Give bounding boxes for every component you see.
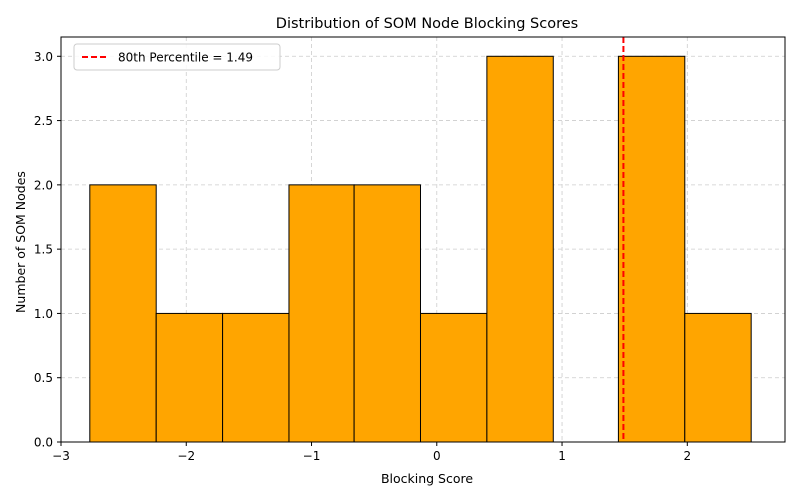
y-tick-label: 1.0 bbox=[34, 307, 53, 321]
x-tick-label: 2 bbox=[683, 449, 691, 463]
x-axis-ticks: −3 −2 −1 0 1 2 bbox=[52, 442, 691, 463]
y-axis-label: Number of SOM Nodes bbox=[13, 171, 28, 313]
y-tick-label: 2.5 bbox=[34, 114, 53, 128]
histogram-bar-4 bbox=[288, 184, 355, 443]
chart-title: Distribution of SOM Node Blocking Scores bbox=[276, 16, 578, 32]
y-tick-label: 1.5 bbox=[34, 243, 53, 257]
x-tick-label: −2 bbox=[177, 449, 195, 463]
y-axis-ticks: 0.0 0.5 1.0 1.5 2.0 2.5 3.0 bbox=[34, 50, 61, 450]
legend-box bbox=[73, 43, 281, 71]
histogram-bars bbox=[89, 55, 752, 443]
histogram-bar-7 bbox=[486, 55, 554, 443]
x-axis-label: Blocking Score bbox=[381, 471, 473, 486]
histogram-bar-2 bbox=[155, 312, 224, 443]
histogram-bar-10 bbox=[684, 312, 752, 443]
y-tick-label: 0.0 bbox=[34, 436, 53, 450]
x-tick-label: −1 bbox=[303, 449, 321, 463]
plot-axes bbox=[60, 36, 786, 443]
histogram-bar-1 bbox=[89, 184, 157, 443]
y-tick-label: 2.0 bbox=[34, 178, 53, 192]
histogram-bar-6 bbox=[419, 312, 488, 443]
histogram-bar-5 bbox=[353, 184, 421, 443]
histogram-bar-9 bbox=[617, 55, 686, 443]
plot-frame bbox=[60, 36, 786, 443]
x-tick-label: 1 bbox=[558, 449, 566, 463]
x-tick-label: −3 bbox=[52, 449, 70, 463]
y-tick-label: 3.0 bbox=[34, 50, 53, 64]
chart-legend: 80th Percentile = 1.49 bbox=[73, 43, 281, 71]
legend-percentile-label: 80th Percentile = 1.49 bbox=[118, 51, 253, 65]
x-tick-label: 0 bbox=[433, 449, 441, 463]
y-tick-label: 0.5 bbox=[34, 371, 53, 385]
histogram-bar-3 bbox=[222, 312, 290, 443]
